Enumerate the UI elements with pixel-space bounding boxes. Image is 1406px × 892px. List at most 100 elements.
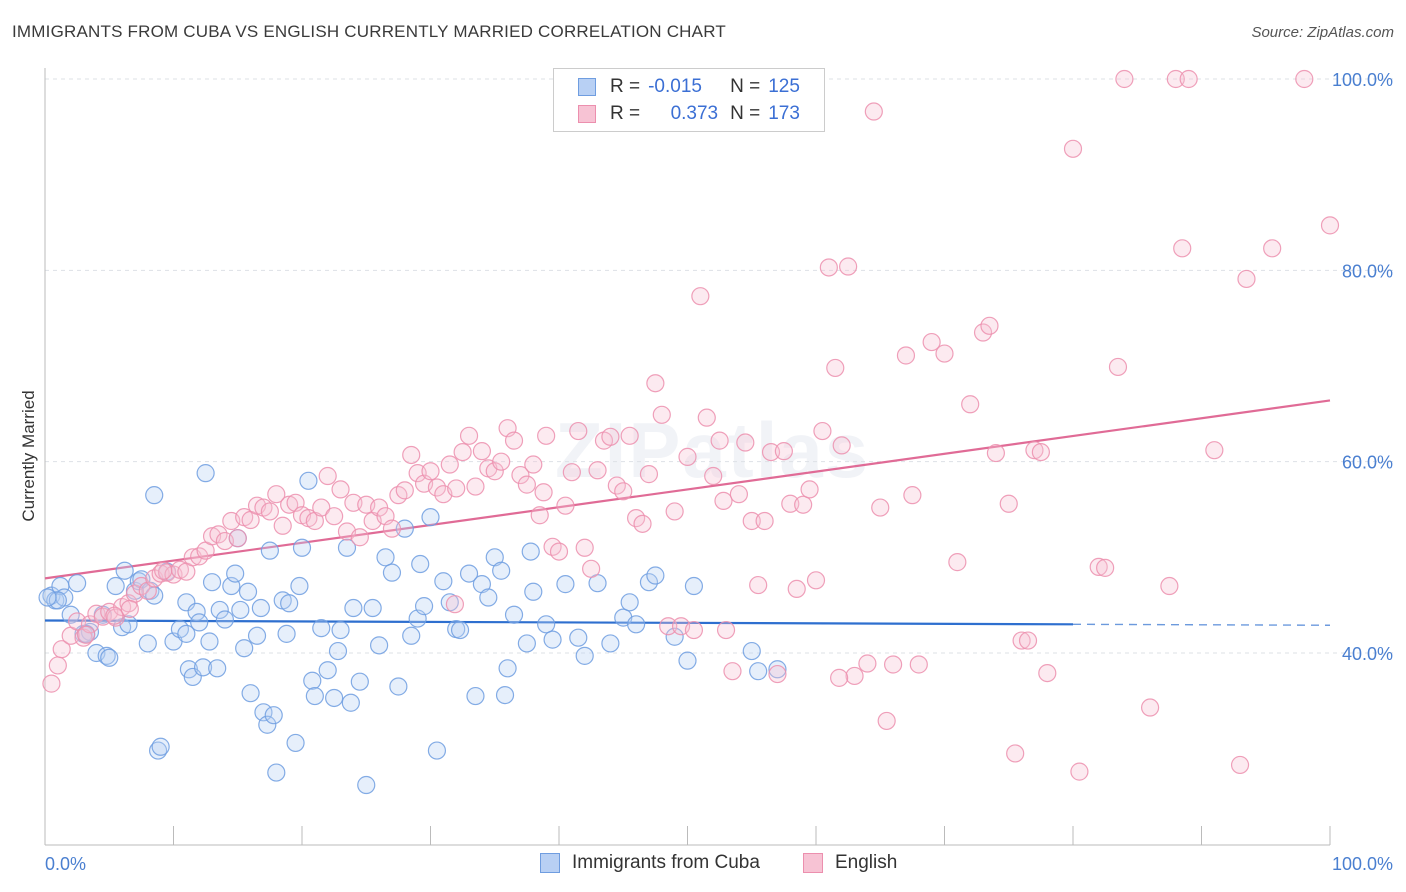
point-cuba [267,763,286,782]
point-cuba [292,538,312,557]
legend-n-value: 173 [768,103,800,124]
point-cuba [328,641,348,661]
point-english [325,507,344,526]
point-cuba [226,564,245,583]
point-english [909,655,928,674]
point-english [678,447,697,466]
legend-row-cuba: R = -0.015 N = 125 [578,75,800,99]
point-english [119,594,138,613]
point-cuba [151,737,170,756]
legend-n-label: N = [730,103,761,124]
point-cuba [363,598,382,618]
point-cuba [537,615,556,634]
point-english [652,405,671,424]
point-english [755,511,774,531]
point-cuba [200,632,219,651]
point-cuba [411,554,430,574]
point-cuba [556,575,575,594]
point-cuba [177,624,196,643]
point-cuba [145,486,164,505]
point-cuba [190,613,209,632]
point-english [883,655,903,674]
point-cuba [215,610,234,629]
point-cuba [684,576,704,596]
point-cuba [305,686,324,706]
point-cuba [370,636,389,655]
point-english [569,421,588,441]
point-english [749,575,768,595]
point-english [105,606,124,625]
point-english [534,483,553,502]
point-cuba [235,639,254,658]
point-english [485,462,504,481]
point-cuba [138,634,157,653]
point-english [267,485,286,504]
point-english [1006,744,1025,763]
point-cuba [521,542,540,561]
point-english [794,495,813,514]
point-english [562,463,581,482]
point-cuba [277,624,296,643]
point-english [768,664,787,684]
point-english [864,102,883,121]
point-english [260,502,279,521]
point-cuba [768,660,787,679]
point-cuba [601,634,620,653]
point-cuba [421,508,440,527]
point-english [77,625,96,644]
point-cuba [38,588,57,607]
bottom-legend-swatch-blue [540,853,560,873]
point-english [999,494,1018,513]
bottom-legend-label-cuba: Immigrants from Cuba [572,852,760,873]
point-english [716,620,736,640]
point-english [1295,69,1314,89]
point-english [1237,269,1256,289]
point-english [312,498,331,517]
point-english [935,344,954,363]
point-cuba [742,641,761,661]
point-english [1263,239,1282,258]
point-cuba [395,519,414,538]
point-english [1160,576,1179,596]
point-cuba [193,658,213,677]
legend-n-value: 125 [768,76,800,97]
point-english [228,529,247,548]
point-english [1063,139,1083,158]
point-cuba [210,600,229,620]
point-english [517,475,536,494]
point-english [466,477,485,496]
point-english [318,466,337,486]
point-english [1031,443,1050,462]
point-english [427,478,447,497]
point-english [511,465,530,485]
point-cuba [495,685,515,705]
point-cuba [260,541,279,560]
point-english [1012,631,1031,650]
point-cuba [620,593,639,612]
point-english [1320,216,1340,235]
point-english [710,431,729,450]
point-cuba [258,715,277,734]
point-cuba [251,598,270,618]
point-english [447,479,466,498]
chart-source: Source: ZipAtlas.com [1251,24,1394,41]
point-english [646,374,665,393]
legend-row-english: R = 0.373 N = 173 [578,102,800,126]
point-english [858,654,877,673]
point-cuba [231,600,250,620]
point-english [774,442,793,461]
point-english [504,431,524,450]
x-tick-label: 100.0% [1332,854,1393,874]
point-cuba [247,626,267,645]
point-english [903,486,922,505]
bottom-legend-english: English [803,852,897,874]
point-english [1018,631,1038,650]
point-english [1140,698,1160,717]
point-cuba [504,605,524,624]
point-english [723,662,742,681]
point-cuba [543,630,562,649]
bottom-legend-label-english: English [835,852,898,873]
point-cuba [312,619,331,638]
point-cuba [238,582,258,601]
point-english [492,452,511,471]
